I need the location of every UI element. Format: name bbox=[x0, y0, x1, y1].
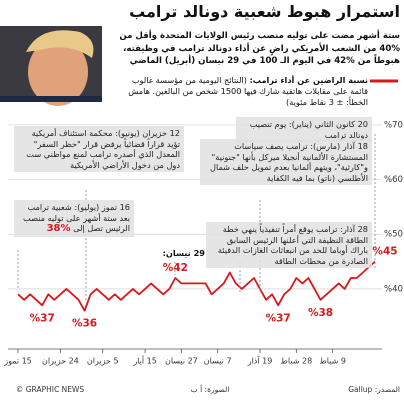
value-label: %45 bbox=[372, 246, 397, 258]
annotation-box: 18 آذار (مارس): ترامب يصف سياسات المستشا… bbox=[200, 139, 372, 185]
y-tick-label: %70 bbox=[384, 120, 403, 130]
subtitle: ستة أشهر مضت على توليه منصب رئيس الولايا… bbox=[119, 31, 400, 66]
x-tick-label: 15 أيار bbox=[132, 356, 156, 366]
annotation-value: %38 bbox=[46, 223, 71, 234]
photo-face bbox=[28, 38, 88, 106]
x-tick-label: 9 شباط bbox=[319, 357, 346, 366]
legend-note: (النتائج اليومية من مؤسسة غالوب قائمة عل… bbox=[128, 75, 368, 107]
y-tick-label: %40 bbox=[384, 284, 403, 294]
value-label: %36 bbox=[72, 318, 97, 330]
annotation-box: 28 آذار: ترامب يوقع أمراً تنفيذياً ينهي … bbox=[206, 222, 372, 268]
line-series bbox=[17, 260, 376, 312]
x-tick-label: 27 نيسان bbox=[165, 357, 198, 366]
source: المصدر: Gallup bbox=[348, 385, 400, 394]
x-tick-label: 28 شباط bbox=[280, 357, 312, 366]
legend: نسبة الراضين عن أداء ترامب: (النتائج الي… bbox=[113, 75, 368, 108]
title: استمرار هبوط شعبية دونالد ترامب bbox=[129, 2, 400, 21]
annotation: 16 تموز (يوليو): شعبية ترامب بعد ستة أشه… bbox=[23, 202, 130, 233]
annotation-box: 20 كانون الثاني (يناير): يوم تنصيب دونال… bbox=[236, 117, 372, 142]
annotation-box: 16 تموز (يوليو): شعبية ترامب بعد ستة أشه… bbox=[14, 200, 134, 237]
y-tick-label: %50 bbox=[384, 230, 403, 240]
y-tick-label: %60 bbox=[384, 175, 403, 185]
x-tick-label: 5 حزيران bbox=[87, 357, 119, 366]
photo-suit bbox=[0, 96, 102, 102]
x-tick-label: 7 نيسان bbox=[204, 357, 232, 366]
value-label: %37 bbox=[266, 312, 291, 324]
photo-hair bbox=[26, 30, 94, 58]
legend-title: نسبة الراضين عن أداء ترامب: bbox=[249, 75, 368, 85]
x-tick-label: 19 آذار bbox=[247, 356, 273, 366]
annotation-box: 12 حزيران (يونيو): محكمة استئناف أمريكية… bbox=[14, 126, 184, 172]
credit: © GRAPHIC NEWS bbox=[16, 385, 84, 394]
value-label: %38 bbox=[308, 307, 333, 319]
x-tick-label: 15 تموز bbox=[3, 357, 32, 366]
x-tick-label: 24 حزيران bbox=[42, 357, 79, 366]
photo-credit: الصورة: أ ب bbox=[191, 384, 230, 394]
value-label: %37 bbox=[30, 312, 55, 324]
annotation: 29 نيسان: bbox=[162, 248, 205, 258]
